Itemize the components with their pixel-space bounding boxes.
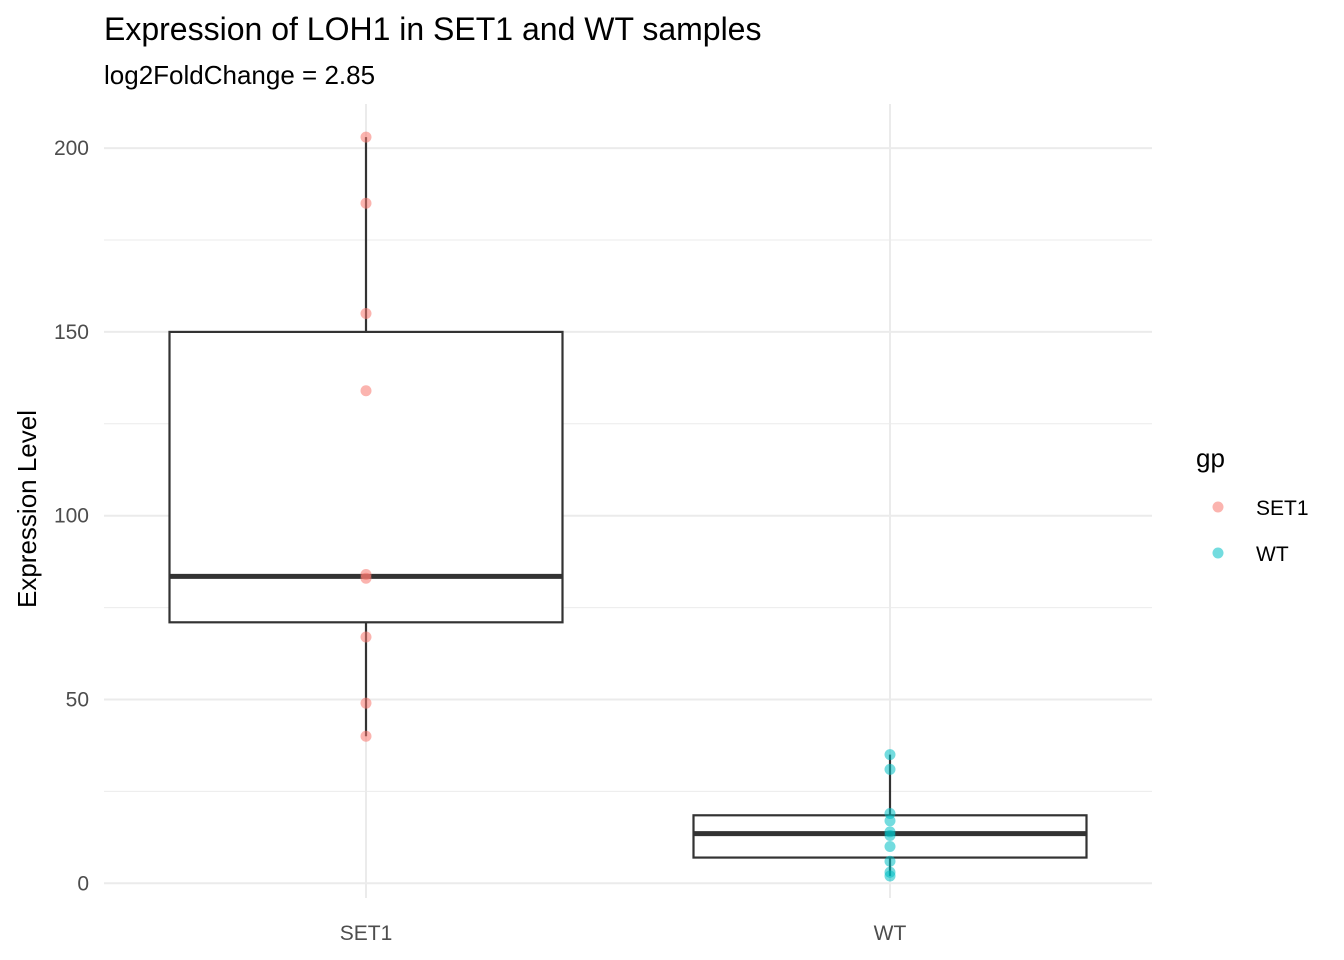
data-point: [360, 631, 372, 643]
x-tick-label: WT: [874, 922, 907, 945]
data-point: [360, 197, 372, 209]
y-axis-ticks: 0 50 100 150 200: [54, 137, 89, 895]
y-tick-label: 0: [77, 872, 89, 895]
data-point: [884, 870, 896, 882]
data-point: [884, 855, 896, 867]
legend-label: WT: [1256, 543, 1289, 566]
data-point: [360, 131, 372, 143]
box-set1: [168, 137, 564, 737]
legend-title: gp: [1196, 443, 1225, 473]
data-points: [360, 131, 896, 882]
legend: gp SET1 WT: [1196, 443, 1309, 566]
y-axis-title: Expression Level: [12, 410, 42, 608]
data-point: [884, 815, 896, 827]
legend-label: SET1: [1256, 497, 1309, 520]
x-tick-label: SET1: [340, 922, 393, 945]
data-point: [884, 763, 896, 775]
data-point: [360, 730, 372, 742]
y-tick-label: 150: [54, 321, 89, 344]
legend-key: [1212, 501, 1224, 513]
x-axis-ticks: SET1 WT: [340, 922, 907, 945]
data-point: [360, 572, 372, 584]
chart-title: Expression of LOH1 in SET1 and WT sample…: [104, 11, 761, 47]
data-point: [884, 830, 896, 842]
data-point: [360, 308, 372, 320]
y-tick-label: 200: [54, 137, 89, 160]
boxes: [168, 137, 1088, 876]
data-point: [360, 697, 372, 709]
data-point: [884, 749, 896, 761]
y-tick-label: 100: [54, 505, 89, 528]
legend-key: [1212, 547, 1224, 559]
chart-subtitle: log2FoldChange = 2.85: [104, 60, 375, 90]
data-point: [360, 385, 372, 397]
y-tick-label: 50: [66, 689, 89, 712]
data-point: [884, 841, 896, 853]
